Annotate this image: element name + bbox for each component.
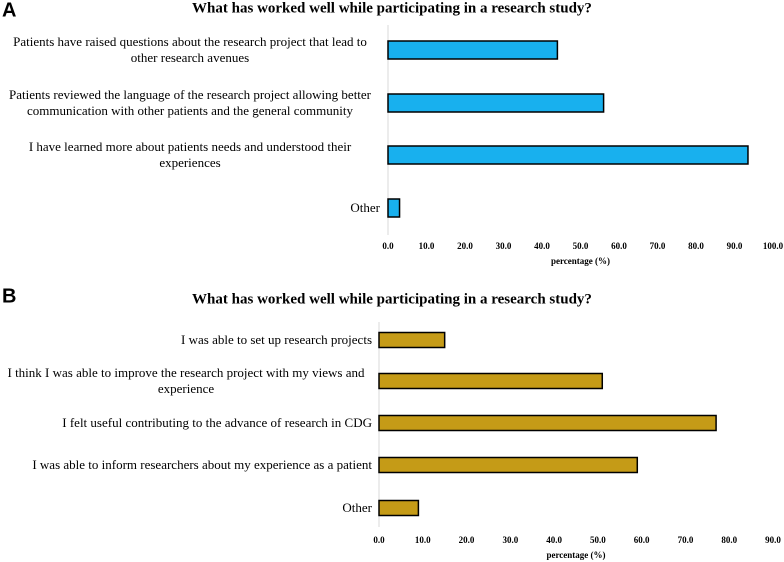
bar [387, 40, 559, 60]
bar [378, 499, 420, 517]
category-text: Other [342, 500, 372, 515]
x-tick-label: 30.0 [496, 241, 512, 251]
category-label: Other [0, 200, 380, 216]
x-tick-label: 0.0 [382, 241, 394, 251]
chart-title: What has worked well while participating… [192, 291, 592, 307]
x-tick-label: 80.0 [721, 535, 737, 545]
category-text: I was able to inform researchers about m… [32, 457, 372, 472]
panel-label: A [2, 0, 16, 21]
x-tick-label: 30.0 [502, 535, 518, 545]
x-tick-label: 10.0 [415, 535, 431, 545]
bar [378, 414, 717, 432]
x-axis-label: percentage (%) [551, 256, 610, 266]
x-tick-label: 70.0 [650, 241, 666, 251]
x-tick-label: 100.0 [763, 241, 784, 251]
panel-label: B [2, 285, 16, 307]
x-tick-label: 50.0 [573, 241, 589, 251]
x-tick-label: 20.0 [457, 241, 473, 251]
x-tick-label: 40.0 [546, 535, 562, 545]
category-label: I was able to set up research projects [0, 332, 372, 348]
x-tick-label: 0.0 [373, 535, 385, 545]
category-text: I have learned more about patients needs… [28, 139, 352, 170]
x-tick-label: 10.0 [419, 241, 435, 251]
x-tick-label: 80.0 [688, 241, 704, 251]
category-text: I think I was able to improve the resear… [7, 365, 365, 396]
bar [378, 372, 604, 390]
bar [387, 93, 605, 113]
x-tick-label: 60.0 [634, 535, 650, 545]
x-tick-label: 60.0 [611, 241, 627, 251]
category-text: Patients have raised questions about the… [13, 34, 367, 65]
category-label: Other [0, 500, 372, 516]
bar [378, 456, 639, 474]
x-tick-label: 20.0 [459, 535, 475, 545]
category-label: I have learned more about patients needs… [0, 139, 380, 171]
category-text: Patients reviewed the language of the re… [8, 87, 372, 118]
x-axis-label: percentage (%) [546, 550, 605, 560]
x-tick-label: 50.0 [590, 535, 606, 545]
bar [378, 331, 446, 349]
category-text: Other [350, 200, 380, 215]
x-tick-label: 90.0 [765, 535, 781, 545]
x-tick-label: 70.0 [678, 535, 694, 545]
category-text: I was able to set up research projects [181, 332, 372, 347]
category-label: I was able to inform researchers about m… [0, 457, 372, 473]
chart-title: What has worked well while participating… [192, 0, 592, 16]
category-text: I felt useful contributing to the advanc… [62, 415, 372, 430]
bar [387, 145, 749, 165]
category-label: Patients have raised questions about the… [0, 34, 380, 66]
category-label: Patients reviewed the language of the re… [0, 87, 380, 119]
category-label: I think I was able to improve the resear… [0, 365, 372, 397]
x-tick-label: 40.0 [534, 241, 550, 251]
x-tick-label: 90.0 [727, 241, 743, 251]
bar [387, 198, 401, 218]
category-label: I felt useful contributing to the advanc… [0, 415, 372, 431]
